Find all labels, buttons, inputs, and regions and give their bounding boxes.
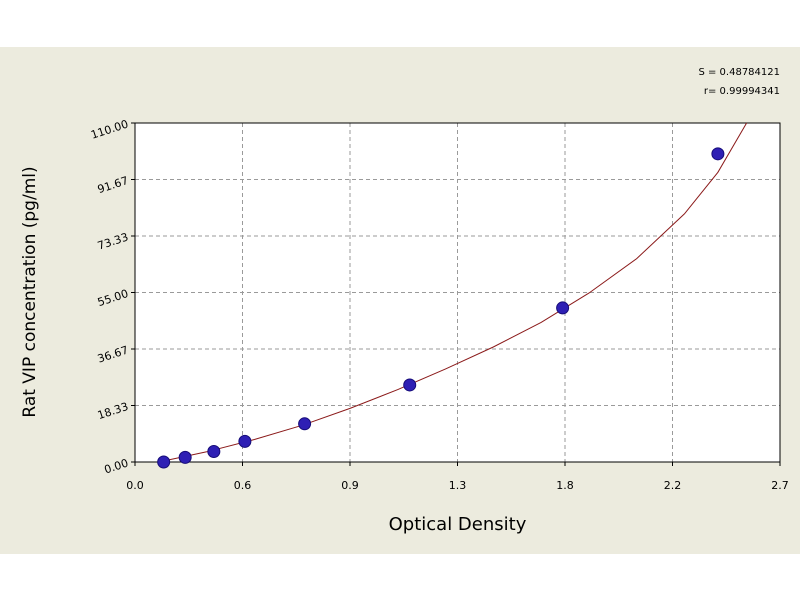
x-tick-label: 2.2: [664, 479, 682, 492]
data-point: [298, 417, 312, 431]
y-tick-label: 55.00: [96, 287, 130, 309]
x-tick-label: 1.3: [449, 479, 467, 492]
y-tick-label: 73.33: [96, 230, 130, 252]
stat-s-annotation: S = 0.48784121: [698, 67, 780, 78]
y-axis-title: Rat VIP concentration (pg/ml): [20, 166, 40, 418]
y-tick-label: 0.00: [103, 456, 130, 476]
data-point: [207, 445, 221, 459]
y-tick-label: 110.00: [89, 117, 130, 141]
grid-lines: [135, 123, 780, 462]
y-tick-label: 36.67: [96, 343, 130, 365]
data-point: [403, 378, 417, 392]
fit-curve-line: [158, 122, 748, 463]
data-point: [556, 301, 570, 315]
y-tick-label: 18.33: [96, 400, 130, 422]
x-tick-label: 1.8: [556, 479, 574, 492]
y-tick-label: 91.67: [96, 174, 130, 196]
x-tick-label: 0.6: [234, 479, 252, 492]
data-point: [238, 434, 252, 448]
data-point: [157, 455, 171, 469]
data-point: [711, 147, 725, 161]
axes: [131, 122, 781, 466]
x-tick-label: 0.0: [126, 479, 144, 492]
stat-r-annotation: r= 0.99994341: [703, 86, 780, 97]
x-tick-label: 2.7: [771, 479, 789, 492]
x-axis-title: Optical Density: [388, 514, 527, 535]
plot-frame: [134, 122, 781, 463]
data-points: [157, 147, 725, 469]
x-tick-label: 0.9: [341, 479, 359, 492]
data-point: [178, 450, 192, 464]
